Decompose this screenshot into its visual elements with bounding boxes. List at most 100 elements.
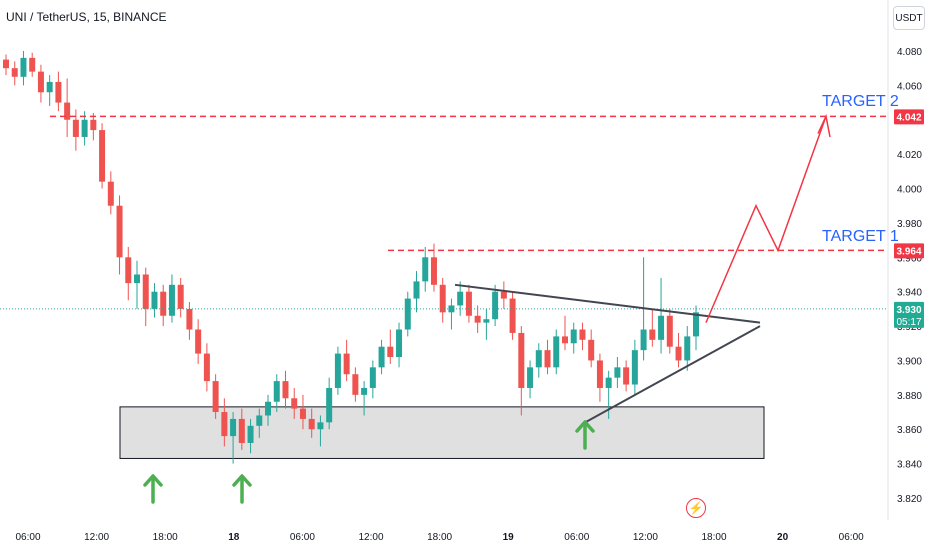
candle [579,322,586,351]
candle-body [247,425,254,443]
currency-button[interactable]: USDT [893,6,925,30]
candle-body [291,398,298,409]
candle-body [693,312,699,337]
price-tick: 3.900 [897,356,922,367]
candle-body [265,401,272,416]
candle-body [492,291,499,320]
candle [500,281,507,309]
candle-body [658,315,665,340]
candle-body [457,291,464,306]
candle [396,322,403,368]
price-marker: 3.964 [894,243,924,259]
candle-body [55,81,62,103]
candle-body [107,181,114,206]
candle-body [125,257,132,284]
time-tick: 20 [777,532,789,543]
time-tick: 06:00 [839,532,864,543]
candle [55,71,62,112]
candle-body [72,119,79,137]
candle [465,284,472,323]
candle [614,357,621,388]
candle [107,171,114,215]
candle-body [675,346,682,361]
candle-body [483,319,490,323]
chart-title: UNI / TetherUS, 15, BINANCE [6,10,167,24]
candle-body [3,59,9,69]
candle-body [404,298,411,330]
candle-body [649,329,656,340]
candle [387,329,394,364]
candle [37,64,44,103]
candle-body [361,387,368,395]
price-tick: 3.820 [897,494,922,505]
candle [195,319,202,364]
candle [282,370,289,409]
time-tick: 12:00 [633,532,658,543]
candle-body [631,350,638,385]
candle [361,381,368,416]
candle-body [142,274,149,309]
candle-body [160,291,167,316]
candle [369,360,376,399]
candle [544,339,551,375]
candle-body [299,408,306,419]
candle [230,412,237,464]
candle-body [177,284,184,309]
candle-body [81,119,88,137]
candle-body [282,381,289,399]
candle-body [29,57,36,72]
candle [99,123,106,189]
candle [291,387,298,419]
candle-body [570,329,577,344]
time-tick: 06:00 [15,532,40,543]
candle-body [684,336,691,361]
price-tick: 3.840 [897,460,922,471]
candle-body [439,284,446,313]
candle-body [46,81,53,93]
candle-body [387,346,394,358]
candle [125,246,132,301]
candle [273,374,280,413]
candle-body [151,291,158,309]
candle [439,277,446,323]
price-marker-box [894,109,924,125]
time-tick: 06:00 [564,532,589,543]
price-marker-countdown: 05:17 [896,317,921,328]
candle [570,322,577,354]
candle [20,51,27,86]
candle [605,370,612,419]
candle [247,418,254,454]
up-arrow-icon [232,474,252,504]
lightning-icon[interactable]: ⚡ [686,498,706,518]
candle-body [203,353,210,382]
candle [11,61,18,86]
candle [378,339,385,375]
price-tick: 3.940 [897,288,922,299]
candle-body [90,119,97,131]
candle [151,283,158,318]
candle-body [186,308,193,330]
price-tick: 3.880 [897,391,922,402]
candle [474,305,481,333]
candle [326,377,333,430]
candle-body [614,367,621,378]
candle-body [474,315,481,323]
candle [483,308,490,340]
candle [64,78,71,137]
price-tick: 3.860 [897,425,922,436]
candle [142,267,149,327]
candle-body [588,339,595,361]
candle [430,243,437,292]
candle-body [256,415,263,426]
candle [684,326,691,371]
candle [561,315,568,351]
candle-body [448,305,455,313]
candle-body [37,71,44,93]
candle [168,274,175,323]
candle-body [623,367,630,385]
time-tick: 12:00 [84,532,109,543]
candle-body [605,377,612,388]
candle-body [553,336,560,368]
candle-body [579,329,586,340]
